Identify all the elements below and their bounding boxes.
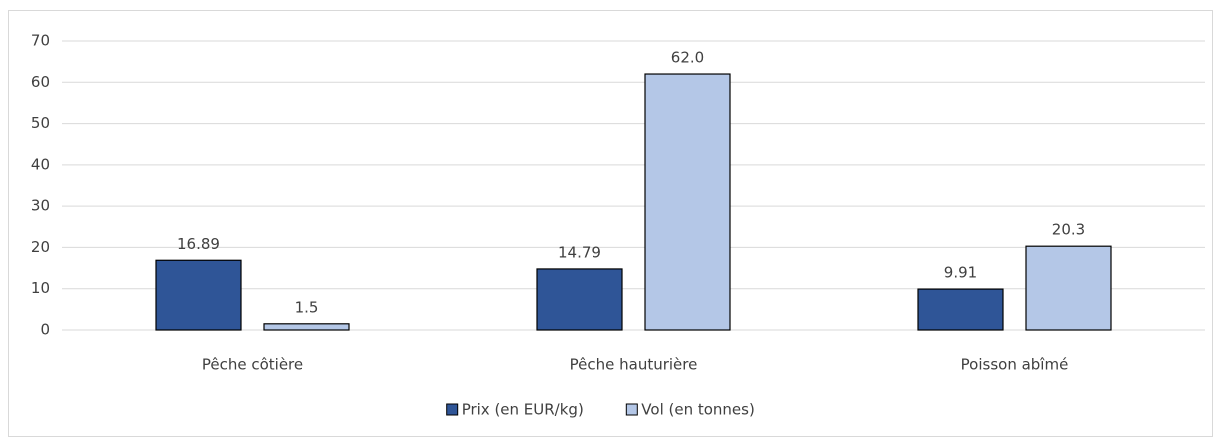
- x-tick-label: Poisson abîmé: [961, 356, 1069, 374]
- bar: [1025, 245, 1112, 331]
- chart-border: [8, 10, 1213, 437]
- x-tick-label: Pêche hauturière: [570, 356, 698, 374]
- y-tick-label: 20: [31, 238, 50, 256]
- y-tick-label: 30: [31, 197, 50, 215]
- legend-swatch: [625, 403, 638, 416]
- x-tick-label: Pêche côtière: [202, 356, 303, 374]
- data-label: 1.5: [295, 298, 319, 316]
- y-tick-label: 10: [31, 279, 50, 297]
- legend-label: Prix (en EUR/kg): [462, 401, 584, 419]
- data-label: 62.0: [671, 49, 704, 67]
- bar: [917, 288, 1004, 331]
- data-label: 14.79: [558, 243, 601, 261]
- bar: [536, 268, 623, 331]
- legend-label: Vol (en tonnes): [641, 401, 755, 419]
- bar: [155, 259, 242, 331]
- bar: [263, 323, 350, 331]
- data-label: 20.3: [1052, 221, 1085, 239]
- data-label: 16.89: [177, 235, 220, 253]
- y-tick-label: 60: [31, 73, 50, 91]
- y-tick-label: 40: [31, 155, 50, 173]
- legend-swatch: [446, 403, 459, 416]
- y-tick-label: 70: [31, 32, 50, 50]
- data-label: 9.91: [944, 264, 977, 282]
- bar: [644, 73, 731, 331]
- y-tick-label: 0: [40, 321, 50, 339]
- y-tick-label: 50: [31, 114, 50, 132]
